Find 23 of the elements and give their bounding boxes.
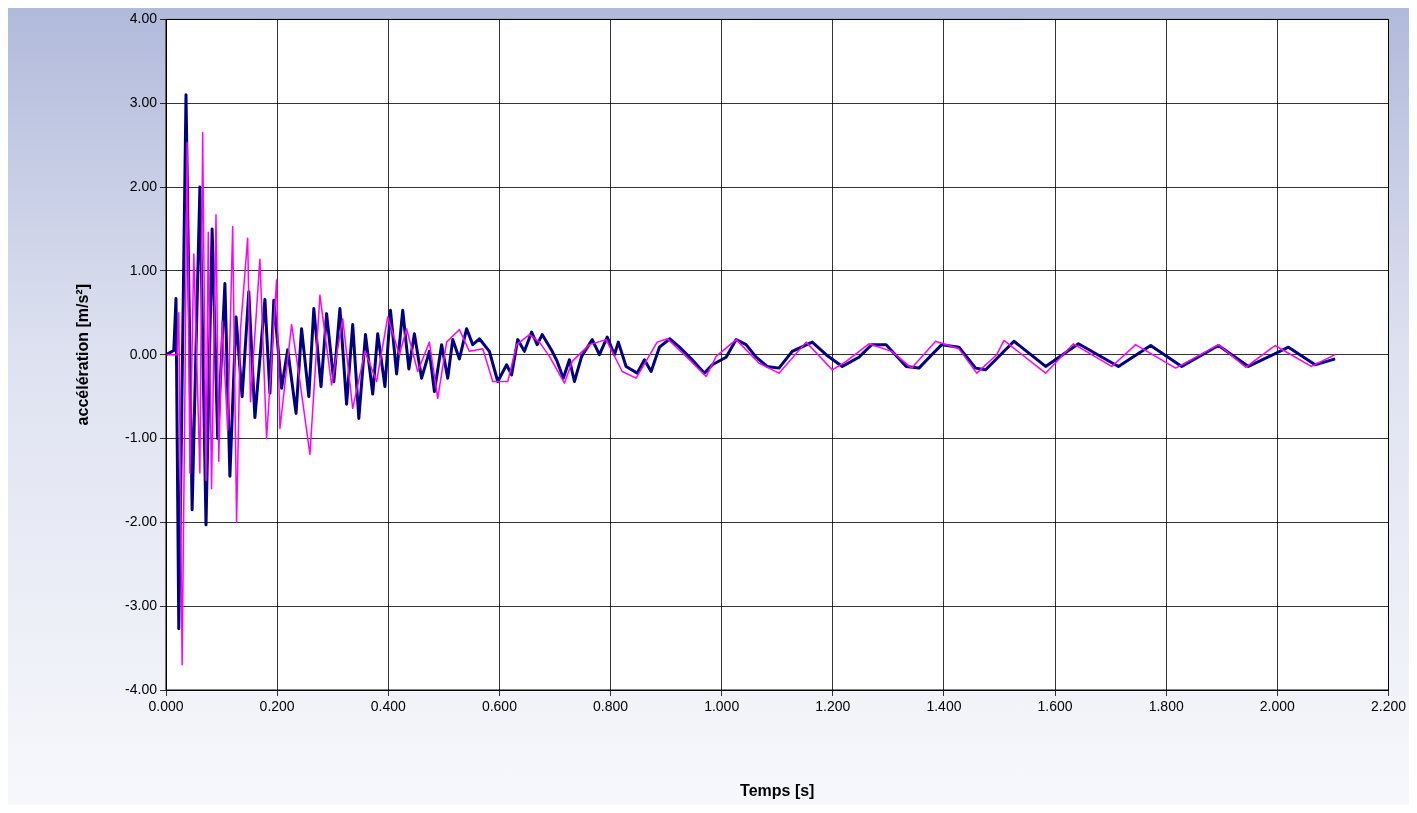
x-tick-label: 1.600 bbox=[1037, 698, 1073, 715]
y-tick-label: -1.00 bbox=[125, 429, 158, 446]
y-tick-label: -2.00 bbox=[125, 513, 158, 530]
x-tick-label: 1.400 bbox=[926, 698, 962, 715]
y-tick-label: 2.00 bbox=[129, 177, 158, 194]
y-tick-label: 0.00 bbox=[129, 345, 158, 362]
y-axis-title: accélération [m/s²] bbox=[74, 284, 92, 426]
x-tick-label: 1.200 bbox=[815, 698, 851, 715]
x-tick-label: 0.000 bbox=[148, 698, 184, 715]
y-tick-label: 3.00 bbox=[129, 94, 158, 111]
x-tick-label: 0.400 bbox=[370, 698, 406, 715]
x-tick-label: 1.800 bbox=[1148, 698, 1184, 715]
x-axis-title: Temps [s] bbox=[740, 781, 815, 799]
x-tick-label: 0.800 bbox=[593, 698, 629, 715]
y-tick-label: 4.00 bbox=[129, 10, 158, 27]
x-tick-label: 1.000 bbox=[704, 698, 740, 715]
y-tick-label: 1.00 bbox=[129, 261, 158, 278]
x-tick-label: 0.600 bbox=[481, 698, 518, 715]
x-tick-label: 0.200 bbox=[259, 698, 295, 715]
y-tick-label: -3.00 bbox=[125, 597, 158, 614]
x-tick-label: 2.200 bbox=[1370, 698, 1407, 715]
y-tick-label: -4.00 bbox=[125, 680, 158, 697]
x-tick-label: 2.000 bbox=[1259, 698, 1296, 715]
